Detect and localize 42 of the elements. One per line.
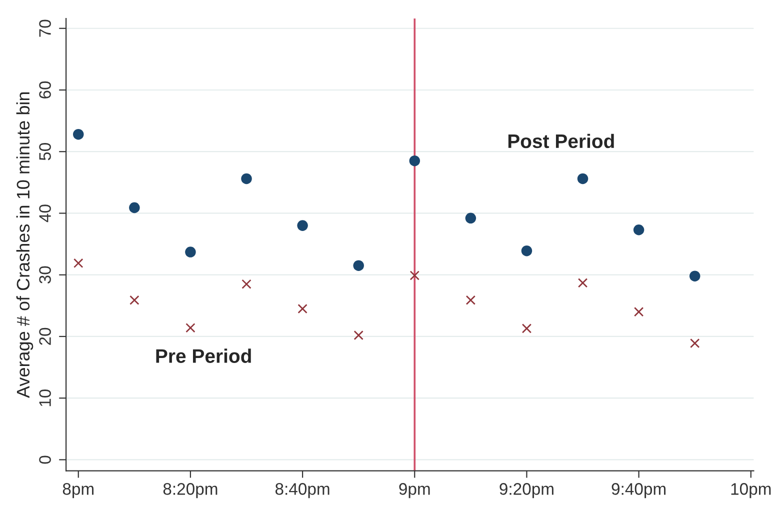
point — [577, 173, 588, 184]
point — [634, 306, 644, 317]
annotation: Pre Period — [156, 348, 251, 363]
x-tick-label: 9:40pm — [612, 483, 666, 498]
y-tick-label: 40 — [39, 204, 51, 222]
point — [74, 258, 84, 268]
point — [241, 173, 252, 184]
point — [242, 279, 252, 289]
point — [130, 295, 140, 305]
point — [297, 220, 308, 231]
x-tick-label: 8:20pm — [163, 483, 218, 498]
y-tick-label: 50 — [39, 142, 51, 160]
point — [185, 246, 196, 258]
x-tick-label: 9:20pm — [500, 483, 554, 498]
x-tick-label: 8:40pm — [275, 483, 330, 498]
y-tick-label: 60 — [39, 81, 51, 98]
point — [354, 330, 364, 340]
point — [521, 245, 532, 256]
point — [465, 212, 476, 224]
point — [298, 304, 308, 314]
y-tick-label: 20 — [39, 328, 51, 345]
point — [410, 270, 420, 280]
point — [690, 338, 700, 348]
point — [129, 202, 140, 214]
point — [466, 295, 476, 305]
point — [353, 260, 364, 271]
annotation: Post Period — [508, 134, 614, 148]
x-tick-label: 9pm — [399, 483, 430, 498]
point — [689, 270, 700, 282]
point — [409, 155, 420, 166]
point — [186, 322, 196, 333]
x-tick-label: 8pm — [62, 483, 94, 498]
y-tick-label: 0 — [39, 456, 51, 464]
point — [633, 224, 644, 236]
point — [522, 324, 532, 334]
y-tick-label: 30 — [39, 266, 51, 284]
x-tick-label: 10pm — [731, 483, 771, 498]
y-tick-label: 10 — [39, 389, 51, 406]
y-axis-title: Average # of Crashes in 10 minute bin — [16, 92, 34, 398]
point — [578, 278, 588, 288]
y-tick-label: 70 — [39, 20, 51, 37]
point — [72, 128, 84, 140]
